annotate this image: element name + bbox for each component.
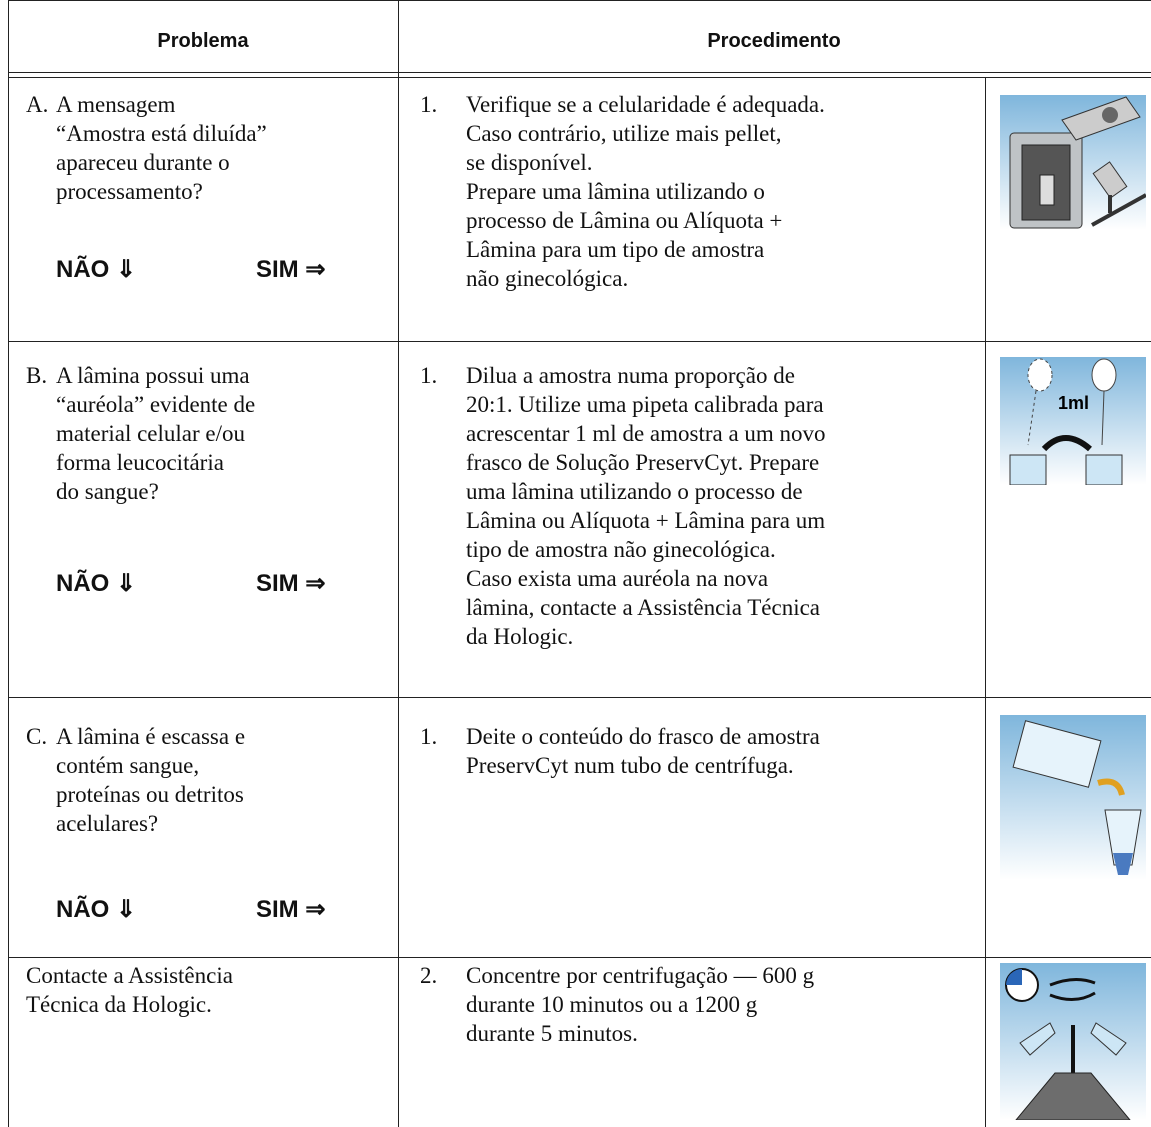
yes-label: SIM ⇒ (256, 256, 326, 283)
procedure-text: Caso contrário, utilize mais pellet, (466, 121, 782, 146)
step-number: 1. (420, 724, 438, 749)
yes-label: SIM ⇒ (256, 896, 326, 923)
problem-text: acelulares? (56, 811, 159, 836)
procedure-text: durante 10 minutos ou a 1200 g (466, 992, 758, 1017)
procedure-text: processo de Lâmina ou Alíquota + (466, 208, 783, 233)
problem-text: material celular e/ou (56, 421, 246, 446)
procedure-text: 20:1. Utilize uma pipeta calibrada para (466, 392, 824, 417)
border (8, 957, 1151, 958)
problem-text: contém sangue, (56, 753, 200, 778)
header: Procedimento (707, 30, 841, 52)
procedure-text: Verifique se a celularidade é adequada. (466, 92, 825, 117)
problem-text: “auréola” evidente de (56, 392, 256, 417)
problem-text: Contacte a Assistência (26, 963, 233, 988)
procedure-text: uma lâmina utilizando o processo de (466, 479, 803, 504)
problem-text: Técnica da Hologic. (26, 992, 212, 1017)
icon-label: 1ml (1058, 393, 1089, 413)
problem-text: do sangue? (56, 479, 159, 504)
procedure-text: PreservCyt num tubo de centrífuga. (466, 753, 794, 778)
row-letter: A. (26, 92, 49, 117)
problem-text: apareceu durante o (56, 150, 230, 175)
border (8, 72, 1151, 73)
problem-text: A mensagem (56, 92, 176, 117)
problem-text: forma leucocitária (56, 450, 224, 475)
procedure-text: Deite o conteúdo do frasco de amostra (466, 724, 820, 749)
no-label: NÃO ⇓ (56, 896, 137, 923)
icon (1000, 95, 1146, 230)
procedure-text: Lâmina ou Alíquota + Lâmina para um (466, 508, 826, 533)
procedure-text: lâmina, contacte a Assistência Técnica (466, 595, 821, 620)
no-label: NÃO ⇓ (56, 570, 137, 597)
border (985, 77, 986, 1127)
procedure-text: da Hologic. (466, 624, 574, 649)
yes-label: SIM ⇒ (256, 570, 326, 597)
procedure-text: Concentre por centrifugação — 600 g (466, 963, 815, 988)
procedure-text: acrescentar 1 ml de amostra a um novo (466, 421, 826, 446)
header: Problema (157, 30, 249, 52)
problem-text: proteínas ou detritos (56, 782, 244, 807)
border (8, 697, 1151, 698)
icon: 1ml (1000, 357, 1146, 485)
problem-text: A lâmina é escassa e (56, 724, 246, 749)
row-letter: B. (26, 363, 48, 388)
procedure-text: Prepare uma lâmina utilizando o (466, 179, 765, 204)
procedure-text: tipo de amostra não ginecológica. (466, 537, 776, 562)
procedure-text: se disponível. (466, 150, 593, 175)
procedure-text: frasco de Solução PreservCyt. Prepare (466, 450, 820, 475)
icon (1000, 715, 1146, 880)
border (8, 341, 1151, 342)
procedure-text: Caso exista uma auréola na nova (466, 566, 769, 591)
procedure-text: Dilua a amostra numa proporção de (466, 363, 795, 388)
row-letter: C. (26, 724, 48, 749)
step-number: 1. (420, 92, 438, 117)
icon (1000, 963, 1146, 1120)
step-number: 1. (420, 363, 438, 388)
border (8, 0, 1151, 1)
border (8, 0, 9, 1127)
procedure-text: durante 5 minutos. (466, 1021, 638, 1046)
procedure-text: não ginecológica. (466, 266, 629, 291)
step-number: 2. (420, 963, 438, 988)
procedure-text: Lâmina para um tipo de amostra (466, 237, 765, 262)
problem-text: “Amostra está diluída” (56, 121, 267, 146)
problem-text: processamento? (56, 179, 203, 204)
no-label: NÃO ⇓ (56, 256, 137, 283)
border (398, 0, 399, 1127)
border (8, 77, 1151, 78)
problem-text: A lâmina possui uma (56, 363, 250, 388)
